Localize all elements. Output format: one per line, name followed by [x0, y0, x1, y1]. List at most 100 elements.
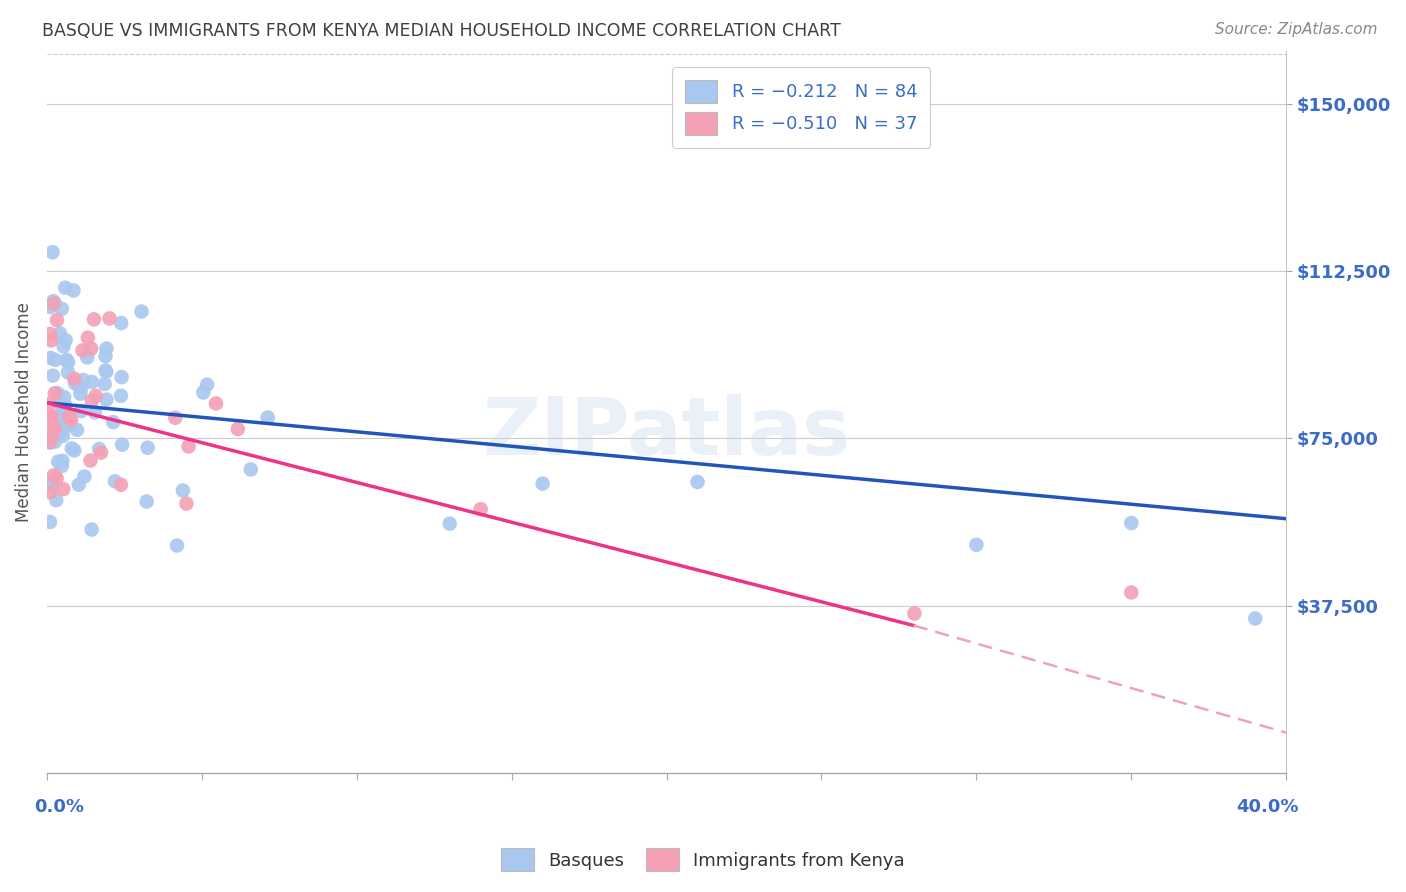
Point [51, 401, 73, 415]
Point [83, 312, 105, 326]
Point [94, 349, 117, 363]
Point [1244, 611, 1267, 625]
Point [41, 245, 63, 260]
Point [195, 377, 218, 392]
Point [44, 421, 66, 435]
Point [193, 385, 215, 400]
Legend: Basques, Immigrants from Kenya: Basques, Immigrants from Kenya [494, 841, 912, 879]
Point [39, 409, 62, 424]
Text: Source: ZipAtlas.com: Source: ZipAtlas.com [1215, 22, 1378, 37]
Point [1121, 585, 1143, 599]
Point [110, 316, 132, 330]
Point [83, 405, 105, 419]
Point [41, 409, 63, 423]
Point [39, 300, 62, 314]
Point [110, 370, 132, 384]
Point [239, 462, 262, 476]
Point [48, 427, 70, 442]
Point [45, 471, 67, 485]
Point [110, 389, 132, 403]
Point [44, 434, 66, 449]
Point [176, 497, 198, 511]
Point [1121, 516, 1143, 530]
Point [48, 419, 70, 434]
Point [51, 458, 73, 473]
Point [93, 377, 115, 392]
Point [96, 365, 118, 379]
Point [470, 502, 492, 516]
Point [56, 365, 79, 379]
Text: 0.0%: 0.0% [35, 798, 84, 816]
Point [166, 539, 188, 553]
Point [39, 435, 62, 450]
Y-axis label: Median Household Income: Median Household Income [15, 301, 32, 522]
Text: ZIPatlas: ZIPatlas [482, 394, 851, 473]
Point [73, 469, 96, 483]
Point [58, 409, 80, 424]
Point [79, 453, 101, 467]
Point [98, 311, 121, 326]
Point [39, 334, 62, 348]
Point [55, 352, 77, 367]
Point [39, 475, 62, 490]
Point [53, 398, 76, 412]
Point [42, 421, 65, 435]
Point [686, 475, 709, 489]
Point [53, 411, 76, 425]
Point [56, 355, 79, 369]
Point [59, 417, 82, 432]
Point [104, 475, 127, 489]
Point [72, 373, 94, 387]
Legend: R = −0.212   N = 84, R = −0.510   N = 37: R = −0.212 N = 84, R = −0.510 N = 37 [672, 67, 931, 148]
Point [84, 389, 107, 403]
Point [80, 342, 103, 356]
Point [67, 378, 90, 392]
Point [44, 296, 66, 310]
Point [965, 538, 987, 552]
Point [51, 417, 73, 432]
Point [46, 455, 69, 469]
Point [131, 304, 153, 318]
Point [55, 333, 77, 347]
Point [136, 441, 159, 455]
Point [69, 386, 91, 401]
Point [67, 477, 90, 491]
Point [96, 392, 118, 407]
Point [439, 516, 461, 531]
Point [46, 386, 69, 401]
Point [60, 442, 83, 456]
Point [66, 423, 89, 437]
Point [52, 482, 75, 496]
Point [44, 352, 66, 367]
Point [76, 351, 98, 365]
Point [53, 390, 76, 404]
Point [165, 410, 187, 425]
Point [41, 429, 63, 443]
Point [70, 404, 93, 418]
Point [135, 494, 157, 508]
Point [51, 454, 73, 468]
Point [94, 363, 117, 377]
Point [76, 331, 98, 345]
Point [103, 415, 125, 429]
Point [172, 483, 194, 498]
Point [44, 386, 66, 401]
Point [87, 442, 110, 456]
Point [39, 326, 62, 341]
Point [62, 284, 84, 298]
Point [42, 368, 65, 383]
Point [256, 410, 278, 425]
Point [63, 372, 86, 386]
Point [80, 523, 103, 537]
Point [80, 375, 103, 389]
Point [96, 342, 118, 356]
Point [45, 493, 67, 508]
Point [72, 343, 94, 358]
Point [177, 440, 200, 454]
Point [42, 296, 65, 310]
Point [39, 485, 62, 500]
Point [49, 395, 72, 409]
Point [111, 438, 134, 452]
Text: BASQUE VS IMMIGRANTS FROM KENYA MEDIAN HOUSEHOLD INCOME CORRELATION CHART: BASQUE VS IMMIGRANTS FROM KENYA MEDIAN H… [42, 22, 841, 40]
Point [205, 396, 228, 410]
